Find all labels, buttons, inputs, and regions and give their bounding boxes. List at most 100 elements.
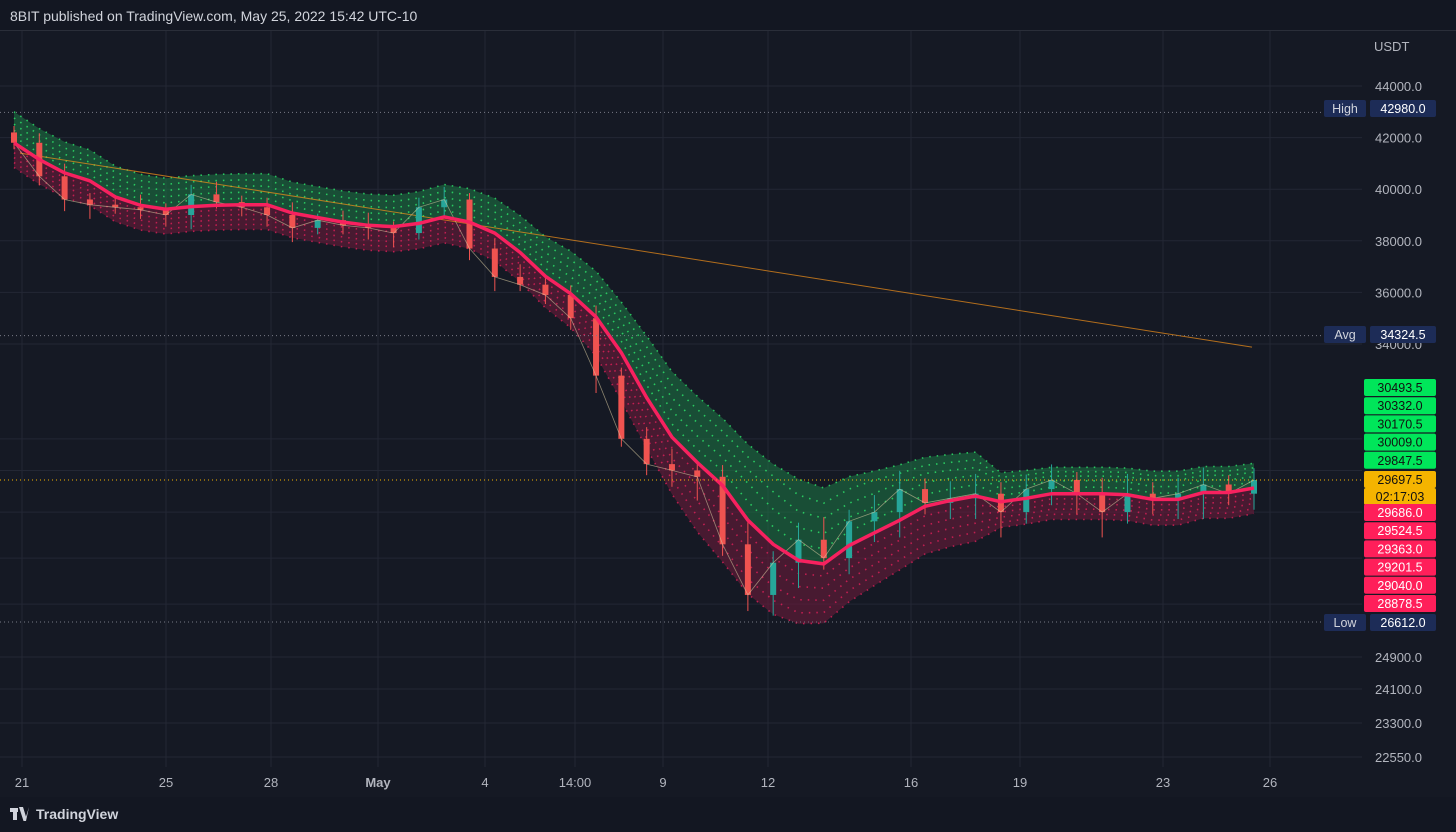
lower-band-tag-3: 29201.5 (1377, 561, 1422, 575)
lower-band-tag-5-bg (1364, 595, 1436, 612)
candle-body-3 (86, 199, 93, 205)
candle-body-21 (542, 284, 549, 295)
upper-band-tag-4-bg (1364, 451, 1436, 469)
y-tick-label-6: 24900.0 (1375, 650, 1422, 665)
candle-body-43 (1099, 493, 1106, 513)
candle-body-26 (668, 464, 675, 471)
candle-body-33 (846, 521, 853, 559)
upper-band-tag-2: 30170.5 (1377, 417, 1422, 431)
y-tick-label-1: 42000.0 (1375, 131, 1422, 146)
candle-body-5 (137, 207, 144, 210)
candle-body-45 (1149, 493, 1156, 499)
upper-band-tag-1: 30332.0 (1377, 399, 1422, 413)
x-tick-label-2: 28 (264, 775, 278, 790)
reference-value-avg: 34324.5 (1380, 328, 1425, 342)
lower-band-tag-4: 29040.0 (1377, 579, 1422, 593)
candle-body-44 (1124, 493, 1131, 513)
current-price-tag: 29697.5 (1377, 473, 1422, 487)
y-tick-label-4: 36000.0 (1375, 285, 1422, 300)
candle-body-0 (11, 132, 17, 143)
upper-band-tag-3: 30009.0 (1377, 436, 1422, 450)
x-tick-label-0: 21 (15, 775, 29, 790)
upper-band-tag-4: 29847.5 (1377, 454, 1422, 468)
candle-body-8 (213, 194, 220, 203)
x-tick-label-3: May (365, 775, 391, 790)
candle-body-22 (567, 294, 574, 319)
candle-body-12 (314, 220, 321, 228)
candle-body-11 (289, 215, 296, 228)
x-tick-label-5: 14:00 (559, 775, 592, 790)
candle-body-10 (264, 207, 271, 215)
upper-band-tag-0-bg (1364, 379, 1436, 396)
upper-band-tag-1-bg (1364, 397, 1436, 415)
candle-body-42 (1073, 479, 1080, 494)
tradingview-brand[interactable]: TradingView (10, 806, 118, 822)
candle-body-19 (491, 248, 498, 277)
lower-band-tag-4-bg (1364, 576, 1436, 594)
brand-label: TradingView (36, 806, 119, 822)
lower-band-tag-0-bg (1364, 504, 1436, 521)
publish-caption: 8BIT published on TradingView.com, May 2… (10, 8, 418, 24)
candle-body-4 (112, 204, 119, 208)
candle-body-48 (1225, 484, 1232, 494)
reference-tag-high: High (1332, 102, 1358, 116)
candle-body-47 (1200, 484, 1207, 494)
current-price-tag-bg (1364, 471, 1436, 488)
price-chart[interactable]: USDT 44000.0 42000.0 40000.0 38000.0 36000.0 3… (0, 31, 1456, 797)
upper-band-line-5 (13, 111, 1255, 489)
basis-line (13, 141, 1255, 566)
upper-band-fill (14, 111, 1254, 564)
reference-tag-low-bg (1324, 614, 1366, 631)
candle-body-36 (922, 489, 929, 503)
reference-value-avg-bg (1370, 326, 1436, 343)
candle-body-41 (1048, 479, 1055, 490)
candle-body-16 (415, 207, 422, 234)
x-tick-label-1: 25 (159, 775, 173, 790)
countdown-tag-bg (1364, 488, 1436, 505)
upper-band-line-4 (13, 117, 1255, 504)
candle-body-29 (744, 544, 751, 595)
lower-band-tag-2: 29363.0 (1377, 542, 1422, 556)
x-tick-label-6: 9 (659, 775, 666, 790)
candle-body-6 (162, 209, 169, 215)
y-tick-label-2: 40000.0 (1375, 182, 1422, 197)
footer: TradingView (0, 797, 1456, 832)
reference-value-high-bg (1370, 100, 1436, 117)
reference-tag-avg: Avg (1334, 328, 1355, 342)
reference-value-high: 42980.0 (1380, 102, 1425, 116)
candle-body-27 (694, 470, 701, 477)
candle-body-15 (390, 227, 397, 234)
lower-band-tag-5: 28878.5 (1377, 597, 1422, 611)
y-tick-label-9: 22550.0 (1375, 750, 1422, 765)
lower-band-line-4 (13, 161, 1255, 614)
upper-band-tag-2-bg (1364, 415, 1436, 433)
candle-body-49 (1251, 480, 1257, 494)
y-tick-label-0: 44000.0 (1375, 79, 1422, 94)
x-tick-label-10: 23 (1156, 775, 1170, 790)
candle-body-20 (517, 276, 524, 285)
x-tick-label-11: 26 (1263, 775, 1277, 790)
candle-body-34 (871, 512, 878, 522)
y-axis-unit-label: USDT (1374, 39, 1409, 54)
chart-area[interactable]: USDT 44000.0 42000.0 40000.0 38000.0 36000.0 3… (0, 30, 1456, 798)
candle-body-23 (593, 318, 600, 376)
fast-ma-line (13, 142, 1255, 596)
x-tick-label-7: 12 (761, 775, 775, 790)
candle-body-30 (770, 562, 777, 595)
candle-body-2 (61, 176, 68, 200)
lower-band-tag-1-bg (1364, 522, 1436, 540)
candle-body-32 (820, 539, 827, 559)
lower-band-tag-2-bg (1364, 540, 1436, 558)
candle-body-17 (441, 199, 448, 208)
reference-value-low: 26612.0 (1380, 616, 1425, 630)
y-tick-label-8: 23300.0 (1375, 716, 1422, 731)
reference-tag-avg-bg (1324, 326, 1366, 343)
reference-value-low-bg (1370, 614, 1436, 631)
x-tick-label-9: 19 (1013, 775, 1027, 790)
lower-band-tag-0: 29686.0 (1377, 506, 1422, 520)
tradingview-logo-icon (10, 807, 30, 821)
candle-body-28 (719, 476, 726, 545)
x-tick-label-4: 4 (481, 775, 488, 790)
long-ma-line (19, 152, 1253, 348)
countdown-tag: 02:17:03 (1376, 490, 1425, 504)
